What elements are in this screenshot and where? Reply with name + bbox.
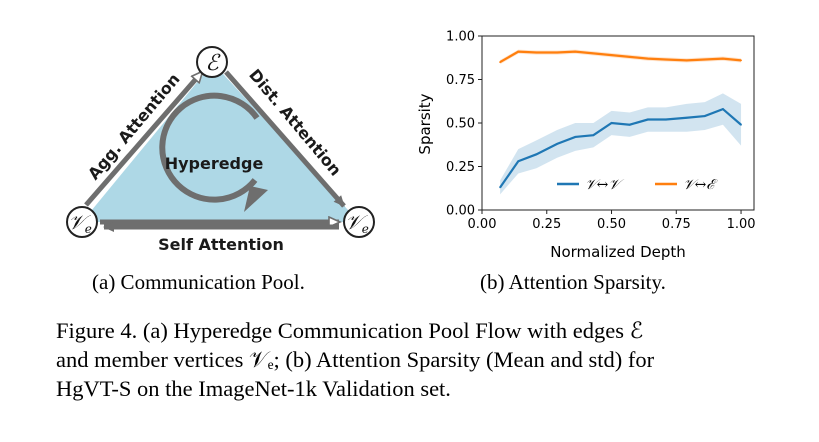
chart-legend: 𝒱↔𝒱 𝒱↔ℰ <box>557 177 718 193</box>
series-2-point <box>628 55 631 58</box>
y-axis-label: Sparsity <box>416 93 434 154</box>
dist-attention-arrow <box>224 70 346 208</box>
series-1-point <box>535 153 538 156</box>
legend-label-1: 𝒱↔𝒱 <box>585 177 624 193</box>
series-2-line <box>499 50 742 64</box>
series-2-point <box>685 59 688 62</box>
series-2-point <box>740 59 742 62</box>
series-1-point <box>574 136 577 138</box>
series-2-point <box>535 51 538 54</box>
series-1-point <box>592 134 595 137</box>
hyperedge-cycle-arrow <box>159 92 260 203</box>
left-vertex-node <box>66 206 98 238</box>
series-1-point <box>665 118 667 121</box>
pool-triangle <box>82 63 359 222</box>
y-tick-label: 0.75 <box>446 73 475 88</box>
series-2-point <box>517 50 520 53</box>
series-1-line <box>499 107 742 189</box>
caption-line-1: Figure 4. (a) Hyperedge Communication Po… <box>56 318 644 343</box>
edge-node-label: ℰ <box>205 51 221 76</box>
series-2-point <box>703 58 706 61</box>
series-1-point <box>722 108 724 110</box>
series-2-point <box>610 54 613 57</box>
series-2-point <box>722 57 724 60</box>
caption-line-2: and member vertices 𝒱ₑ; (b) Attention Sp… <box>56 347 655 372</box>
subcaption-a: (a) Communication Pool. <box>92 270 305 294</box>
cycle-arrowhead <box>244 186 268 212</box>
x-tick-label: 1.00 <box>727 217 756 232</box>
y-tick-label: 1.00 <box>446 30 475 45</box>
series-2-point <box>499 61 502 63</box>
x-tick-label: 0.00 <box>468 217 497 232</box>
self-attention-label: Self Attention <box>158 235 284 254</box>
edge-node <box>196 46 228 78</box>
legend-label-2: 𝒱↔ℰ <box>683 177 718 193</box>
series-1-point <box>499 186 502 189</box>
x-tick-label: 0.75 <box>662 217 691 232</box>
series-1-point <box>556 142 559 145</box>
y-tick-label: 0.00 <box>446 204 475 219</box>
y-tick-label: 0.50 <box>446 117 475 132</box>
series-1-point <box>685 116 688 119</box>
series-1-point <box>517 160 520 163</box>
x-tick-label: 0.50 <box>597 217 626 232</box>
series-1-point <box>610 122 613 124</box>
x-axis-label: Normalized Depth <box>550 243 686 261</box>
series-1-point <box>646 118 649 121</box>
caption-line-3: HgVT-S on the ImageNet-1k Validation set… <box>56 376 451 401</box>
right-vertex-subscript: e <box>362 222 369 236</box>
series-2-point <box>556 51 559 54</box>
series-2-point <box>646 57 649 60</box>
series-1-point <box>628 123 631 126</box>
agg-attention-arrow <box>84 72 202 207</box>
series-1-point <box>703 115 706 117</box>
x-tick-label: 0.25 <box>532 217 561 232</box>
series-1-point <box>740 123 742 126</box>
y-tick-label: 0.25 <box>446 160 475 175</box>
right-vertex-node <box>343 206 375 238</box>
series-2-point <box>574 50 577 53</box>
figure-caption: Figure 4. (a) Hyperedge Communication Po… <box>56 316 786 403</box>
hyperedge-label: Hyperedge <box>165 154 264 173</box>
subcaption-b: (b) Attention Sparsity. <box>480 270 666 294</box>
series-2-point <box>665 58 667 61</box>
series-2-point <box>592 52 595 55</box>
left-vertex-subscript: e <box>85 222 92 236</box>
